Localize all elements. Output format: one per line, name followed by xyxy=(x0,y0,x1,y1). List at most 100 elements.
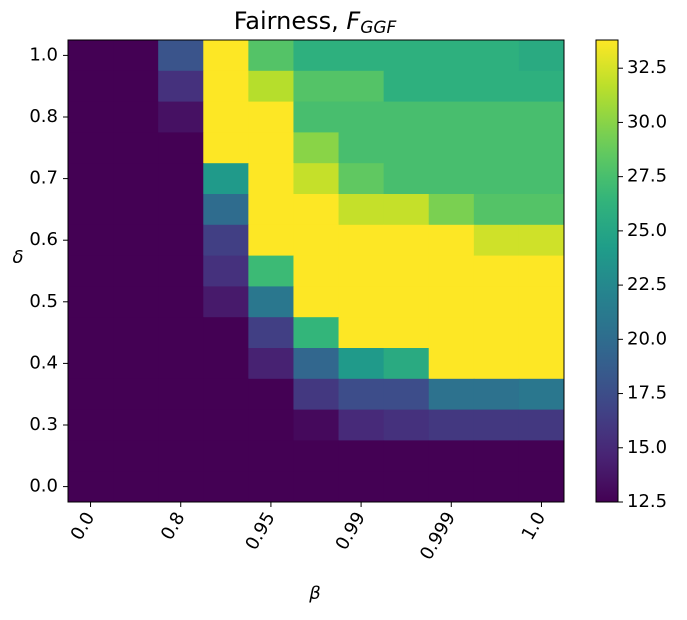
x-axis-label: β xyxy=(308,583,321,604)
y-tick-label: 0.5 xyxy=(29,291,58,312)
heatmap-cell xyxy=(158,471,204,503)
heatmap-cell xyxy=(338,317,385,349)
heatmap-cell xyxy=(428,40,475,72)
heatmap-cell xyxy=(293,132,340,164)
heatmap-cell xyxy=(428,409,475,441)
heatmap-cell xyxy=(473,224,520,257)
heatmap-cell xyxy=(68,409,114,441)
heatmap-cell xyxy=(158,317,204,349)
heatmap-cell xyxy=(248,70,294,103)
heatmap-cell xyxy=(113,40,159,72)
heatmap-cell xyxy=(428,348,475,380)
heatmap-cell xyxy=(293,378,340,411)
colorbar-tick-label: 30.0 xyxy=(627,111,667,132)
heatmap-cell xyxy=(473,348,520,380)
heatmap-cell xyxy=(203,255,249,287)
heatmap-cell xyxy=(203,40,249,72)
heatmap-cell xyxy=(68,224,114,257)
heatmap-cell xyxy=(113,101,159,133)
colorbar-tick-label: 27.5 xyxy=(627,166,667,187)
y-tick-label: 0.6 xyxy=(29,229,58,250)
heatmap-cell xyxy=(68,163,114,195)
heatmap-cell xyxy=(113,409,159,441)
heatmap-cell xyxy=(68,286,114,318)
heatmap-cell xyxy=(338,378,385,411)
heatmap-cell xyxy=(68,101,114,133)
heatmap-cell xyxy=(473,132,520,164)
heatmap-cell xyxy=(518,409,565,441)
heatmap-cell xyxy=(338,409,385,441)
heatmap-cell xyxy=(248,194,294,226)
heatmap-cell xyxy=(68,317,114,349)
heatmap-cell xyxy=(518,70,565,103)
heatmap-cell xyxy=(428,317,475,349)
heatmap-cell xyxy=(518,163,565,195)
heatmap-cell xyxy=(428,471,475,503)
heatmap-cell xyxy=(293,101,340,133)
heatmap-cell xyxy=(383,286,430,318)
heatmap-cell xyxy=(383,255,430,287)
heatmap-cell xyxy=(113,378,159,411)
heatmap-cell xyxy=(158,194,204,226)
heatmap-cell xyxy=(158,255,204,287)
heatmap-cell xyxy=(383,378,430,411)
heatmap-cell xyxy=(473,40,520,72)
heatmap-cell xyxy=(293,409,340,441)
heatmap-cell xyxy=(203,163,249,195)
heatmap-cell xyxy=(338,101,385,133)
heatmap-cell xyxy=(518,101,565,133)
heatmap-cell xyxy=(158,409,204,441)
heatmap-cell xyxy=(473,471,520,503)
heatmap-cell xyxy=(383,440,430,472)
heatmap-cell xyxy=(518,440,565,472)
heatmap-cell xyxy=(158,132,204,164)
heatmap-cell xyxy=(518,286,565,318)
heatmap-cell xyxy=(68,255,114,287)
colorbar-tick-label: 15.0 xyxy=(627,437,667,458)
heatmap-cell xyxy=(338,286,385,318)
y-tick-label: 0.3 xyxy=(29,414,58,435)
colorbar-tick-label: 22.5 xyxy=(627,274,667,295)
heatmap-cell xyxy=(113,440,159,472)
heatmap-cell xyxy=(473,409,520,441)
heatmap-cell xyxy=(203,132,249,164)
heatmap-cell xyxy=(473,286,520,318)
heatmap-cell xyxy=(203,194,249,226)
y-tick-label: 0.8 xyxy=(29,106,58,127)
plot-frame xyxy=(67,39,565,503)
heatmap-cell xyxy=(113,194,159,226)
heatmap-cell xyxy=(248,440,294,472)
heatmap-cell xyxy=(113,471,159,503)
heatmap-cell xyxy=(158,286,204,318)
heatmap-cell xyxy=(518,132,565,164)
title-text: Fairness, xyxy=(234,7,339,35)
heatmap-cell xyxy=(383,101,430,133)
heatmap-cell xyxy=(428,132,475,164)
heatmap-cell xyxy=(113,224,159,257)
heatmap-cell xyxy=(428,101,475,133)
heatmap-cell xyxy=(293,255,340,287)
x-tick-label: 0.0 xyxy=(67,509,100,544)
heatmap-cell xyxy=(248,40,294,72)
heatmap-cell xyxy=(68,348,114,380)
heatmap-cell xyxy=(383,409,430,441)
heatmap-cell xyxy=(473,163,520,195)
heatmap-cell xyxy=(383,317,430,349)
heatmap-cell xyxy=(158,70,204,103)
x-tick-label: 1.0 xyxy=(518,509,551,544)
heatmap-cell xyxy=(518,224,565,257)
heatmap-cell xyxy=(158,40,204,72)
heatmap-cell xyxy=(338,70,385,103)
heatmap-cell xyxy=(68,471,114,503)
heatmap-cell xyxy=(68,378,114,411)
colorbar-tick-label: 32.5 xyxy=(627,57,667,78)
heatmap-cell xyxy=(338,40,385,72)
heatmap-cell xyxy=(293,317,340,349)
heatmap-cell xyxy=(428,255,475,287)
heatmap-cell xyxy=(293,40,340,72)
heatmap-cell xyxy=(248,101,294,133)
heatmap-cell xyxy=(248,286,294,318)
heatmap-cell xyxy=(158,378,204,411)
heatmap-cell xyxy=(158,224,204,257)
x-tick-label: 0.999 xyxy=(416,509,460,564)
